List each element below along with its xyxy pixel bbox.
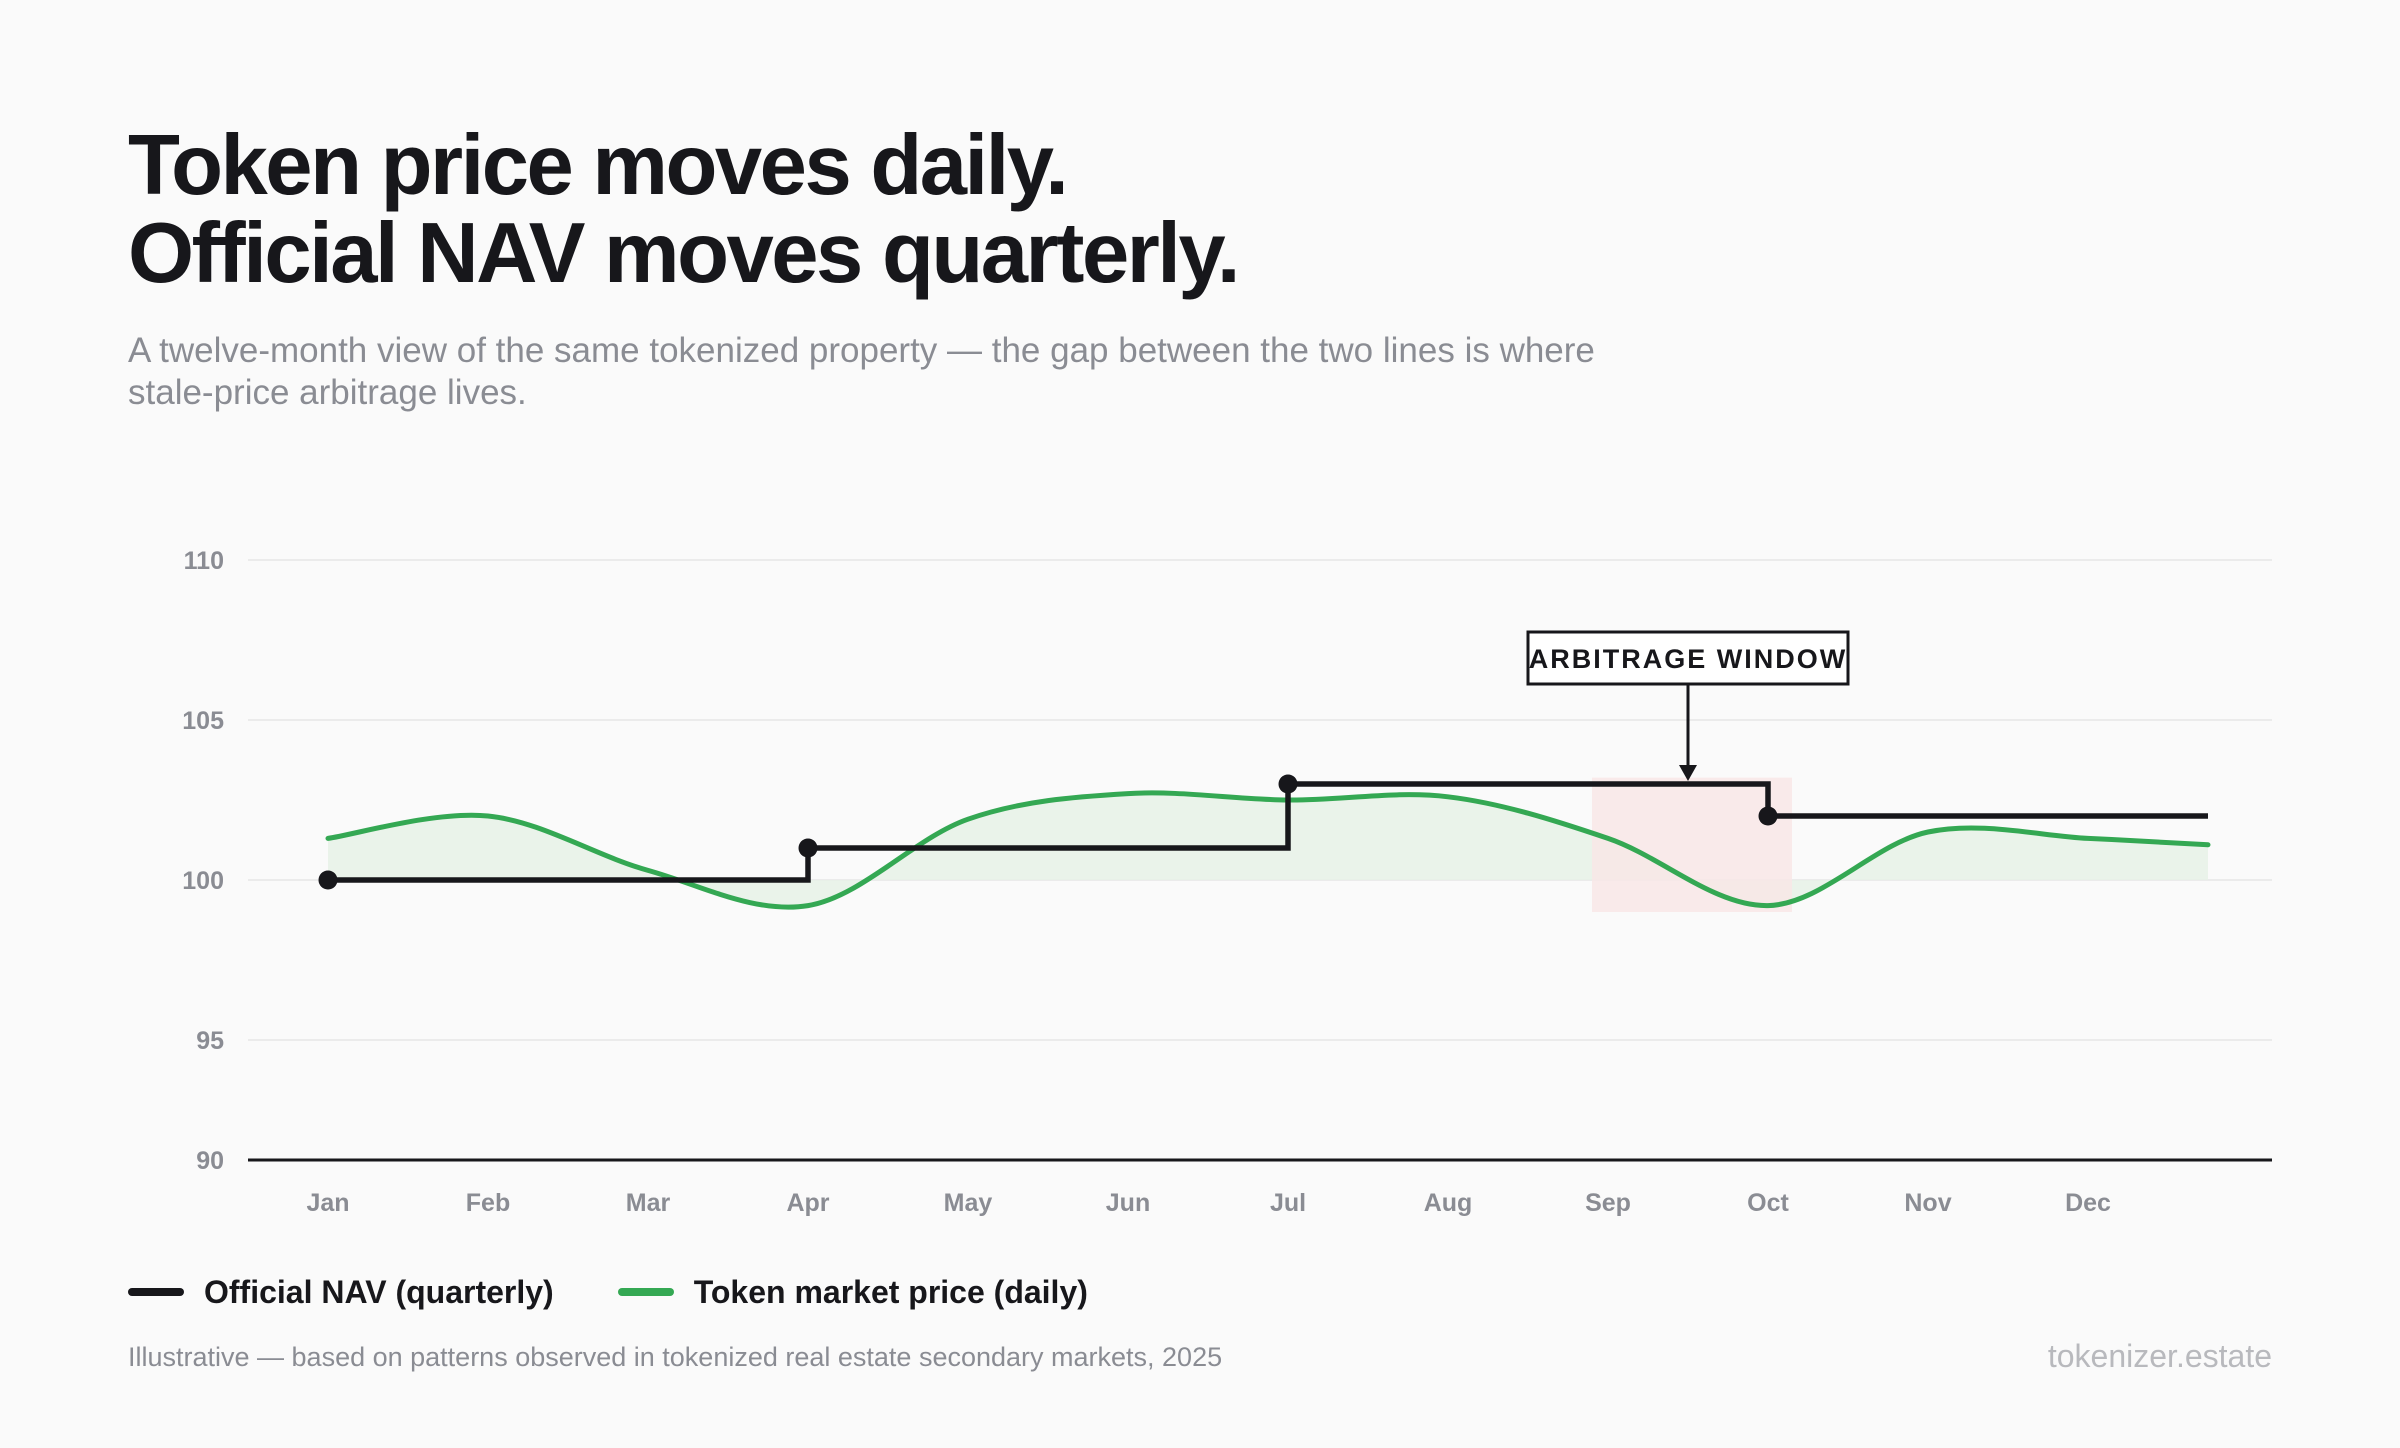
x-tick-label-dec: Dec bbox=[2065, 1189, 2111, 1217]
page-subtitle: A twelve-month view of the same tokenize… bbox=[128, 330, 1828, 414]
x-tick-label-feb: Feb bbox=[466, 1189, 510, 1217]
x-tick-label-sep: Sep bbox=[1585, 1189, 1631, 1217]
subtitle-line-1: A twelve-month view of the same tokenize… bbox=[128, 331, 1595, 370]
nav-marker-1 bbox=[318, 870, 338, 890]
page-title: Token price moves daily. Official NAV mo… bbox=[128, 118, 1241, 301]
annotation-label: ARBITRAGE WINDOW bbox=[1529, 644, 1847, 674]
subtitle-line-2: stale-price arbitrage lives. bbox=[128, 373, 527, 412]
token-price-line bbox=[325, 790, 2211, 910]
x-tick-label-jan: Jan bbox=[306, 1189, 349, 1217]
x-tick-label-may: May bbox=[944, 1189, 993, 1217]
title-line-2: Official NAV moves quarterly. bbox=[128, 206, 1241, 301]
y-tick-label-100: 100 bbox=[182, 867, 224, 895]
x-tick-label-mar: Mar bbox=[626, 1189, 671, 1217]
title-line-1: Token price moves daily. bbox=[128, 118, 1069, 213]
y-tick-label-105: 105 bbox=[182, 707, 224, 735]
x-tick-label-apr: Apr bbox=[786, 1189, 829, 1217]
x-tick-label-aug: Aug bbox=[1424, 1189, 1473, 1217]
legend-item-nav: Official NAV (quarterly) bbox=[128, 1274, 554, 1311]
nav-marker-2 bbox=[798, 838, 818, 858]
chart-legend: Official NAV (quarterly) Token market pr… bbox=[128, 1270, 1152, 1314]
y-tick-label-95: 95 bbox=[196, 1027, 224, 1055]
legend-item-token: Token market price (daily) bbox=[617, 1273, 1088, 1311]
nav-marker-3 bbox=[1278, 774, 1298, 794]
y-tick-label-110: 110 bbox=[184, 547, 224, 575]
legend-swatch-nav bbox=[128, 1288, 184, 1296]
annotation-box bbox=[1526, 630, 1850, 686]
nav-marker-4 bbox=[1758, 806, 1778, 826]
y-tick-label-90: 90 bbox=[196, 1147, 224, 1175]
legend-swatch-token bbox=[617, 1288, 674, 1296]
annotation-arrow-head bbox=[1679, 765, 1697, 781]
x-tick-label-jun: Jun bbox=[1106, 1189, 1150, 1217]
x-tick-label-jul: Jul bbox=[1270, 1189, 1306, 1217]
source-footnote: Illustrative — based on patterns observe… bbox=[128, 1342, 1223, 1372]
legend-label-token: Token market price (daily) bbox=[693, 1273, 1088, 1310]
x-tick-label-oct: Oct bbox=[1747, 1189, 1789, 1217]
x-tick-label-nov: Nov bbox=[1904, 1189, 1951, 1217]
brand-watermark: tokenizer.estate bbox=[2047, 1338, 2272, 1374]
legend-label-nav: Official NAV (quarterly) bbox=[204, 1273, 554, 1310]
